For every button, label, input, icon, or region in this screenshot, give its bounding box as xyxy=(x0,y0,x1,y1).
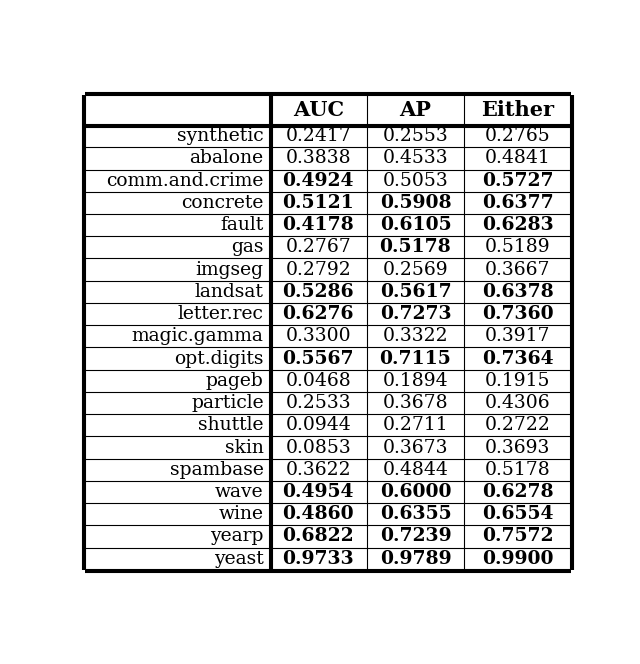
Text: yearp: yearp xyxy=(210,527,264,546)
Text: 0.7239: 0.7239 xyxy=(380,527,451,546)
Text: skin: skin xyxy=(225,438,264,457)
Text: 0.3322: 0.3322 xyxy=(383,327,448,345)
Text: 0.4841: 0.4841 xyxy=(484,149,550,167)
Text: 0.3622: 0.3622 xyxy=(285,461,351,479)
Text: 0.2711: 0.2711 xyxy=(383,416,448,434)
Text: 0.6105: 0.6105 xyxy=(380,216,451,234)
Text: gas: gas xyxy=(231,238,264,256)
Text: 0.6000: 0.6000 xyxy=(380,483,451,501)
Text: 0.3693: 0.3693 xyxy=(485,438,550,457)
Text: 0.7360: 0.7360 xyxy=(482,305,554,323)
Text: shuttle: shuttle xyxy=(198,416,264,434)
Text: 0.9733: 0.9733 xyxy=(282,550,354,568)
Text: 0.0944: 0.0944 xyxy=(285,416,351,434)
Text: 0.7115: 0.7115 xyxy=(380,349,451,368)
Text: 0.5286: 0.5286 xyxy=(282,283,354,301)
Text: pageb: pageb xyxy=(206,372,264,390)
Text: particle: particle xyxy=(191,394,264,412)
Text: 0.6355: 0.6355 xyxy=(380,505,451,523)
Text: 0.5567: 0.5567 xyxy=(282,349,354,368)
Text: imgseg: imgseg xyxy=(196,260,264,279)
Text: yeast: yeast xyxy=(214,550,264,568)
Text: 0.6283: 0.6283 xyxy=(482,216,554,234)
Text: 0.4533: 0.4533 xyxy=(383,149,448,167)
Text: 0.2553: 0.2553 xyxy=(383,127,449,145)
Text: letter.rec: letter.rec xyxy=(178,305,264,323)
Text: 0.5727: 0.5727 xyxy=(482,172,554,190)
Text: opt.digits: opt.digits xyxy=(174,349,264,368)
Text: 0.5121: 0.5121 xyxy=(282,194,354,212)
Text: 0.6554: 0.6554 xyxy=(482,505,554,523)
Text: 0.3838: 0.3838 xyxy=(285,149,351,167)
Text: 0.3667: 0.3667 xyxy=(485,260,550,279)
Text: 0.5617: 0.5617 xyxy=(380,283,451,301)
Text: 0.2792: 0.2792 xyxy=(285,260,351,279)
Text: 0.9900: 0.9900 xyxy=(482,550,554,568)
Text: 0.6377: 0.6377 xyxy=(482,194,554,212)
Text: 0.3300: 0.3300 xyxy=(285,327,351,345)
Text: 0.2765: 0.2765 xyxy=(484,127,550,145)
Text: 0.4954: 0.4954 xyxy=(282,483,354,501)
Text: 0.5178: 0.5178 xyxy=(380,238,451,256)
Text: 0.4924: 0.4924 xyxy=(282,172,354,190)
Text: 0.6822: 0.6822 xyxy=(282,527,354,546)
Text: comm.and.crime: comm.and.crime xyxy=(106,172,264,190)
Text: landsat: landsat xyxy=(195,283,264,301)
Text: wine: wine xyxy=(219,505,264,523)
Text: 0.4844: 0.4844 xyxy=(383,461,449,479)
Text: 0.6276: 0.6276 xyxy=(282,305,354,323)
Text: AP: AP xyxy=(399,100,431,120)
Text: 0.2722: 0.2722 xyxy=(484,416,550,434)
Text: 0.3678: 0.3678 xyxy=(383,394,448,412)
Text: 0.5908: 0.5908 xyxy=(380,194,451,212)
Text: fault: fault xyxy=(220,216,264,234)
Text: concrete: concrete xyxy=(181,194,264,212)
Text: magic.gamma: magic.gamma xyxy=(132,327,264,345)
Text: 0.3917: 0.3917 xyxy=(485,327,550,345)
Text: 0.2533: 0.2533 xyxy=(285,394,351,412)
Text: 0.2767: 0.2767 xyxy=(285,238,351,256)
Text: 0.4178: 0.4178 xyxy=(282,216,354,234)
Text: 0.7364: 0.7364 xyxy=(482,349,554,368)
Text: 0.5053: 0.5053 xyxy=(383,172,449,190)
Text: 0.4860: 0.4860 xyxy=(282,505,354,523)
Text: wave: wave xyxy=(215,483,264,501)
Text: 0.0853: 0.0853 xyxy=(285,438,351,457)
Text: 0.2417: 0.2417 xyxy=(285,127,351,145)
Text: 0.5178: 0.5178 xyxy=(484,461,550,479)
Text: 0.0468: 0.0468 xyxy=(285,372,351,390)
Text: 0.5189: 0.5189 xyxy=(484,238,550,256)
Text: AUC: AUC xyxy=(292,100,344,120)
Text: 0.7273: 0.7273 xyxy=(380,305,451,323)
Text: 0.9789: 0.9789 xyxy=(380,550,451,568)
Text: abalone: abalone xyxy=(189,149,264,167)
Text: 0.3673: 0.3673 xyxy=(383,438,448,457)
Text: 0.6278: 0.6278 xyxy=(482,483,554,501)
Text: 0.2569: 0.2569 xyxy=(383,260,448,279)
Text: 0.7572: 0.7572 xyxy=(482,527,554,546)
Text: 0.6378: 0.6378 xyxy=(482,283,554,301)
Text: 0.1915: 0.1915 xyxy=(485,372,550,390)
Text: 0.4306: 0.4306 xyxy=(484,394,550,412)
Text: 0.1894: 0.1894 xyxy=(383,372,448,390)
Text: spambase: spambase xyxy=(170,461,264,479)
Text: Either: Either xyxy=(481,100,554,120)
Text: synthetic: synthetic xyxy=(177,127,264,145)
